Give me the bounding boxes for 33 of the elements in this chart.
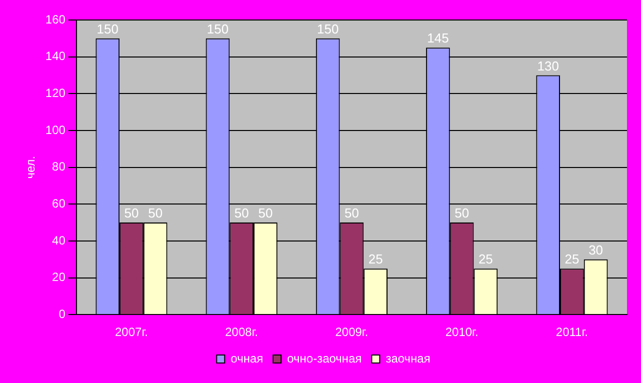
data-label: 50 bbox=[258, 206, 273, 221]
data-label: 50 bbox=[148, 206, 163, 221]
y-tick-label: 40 bbox=[52, 233, 66, 248]
data-label: 50 bbox=[234, 206, 249, 221]
y-tick-label: 140 bbox=[45, 49, 66, 64]
data-label: 30 bbox=[588, 242, 604, 258]
data-label: 25 bbox=[368, 252, 383, 267]
data-label: 50 bbox=[124, 206, 139, 221]
data-label: 50 bbox=[344, 206, 359, 221]
y-tick-label: 160 bbox=[45, 12, 66, 26]
x-tick-label: 2008г. bbox=[225, 325, 258, 340]
data-label: 150 bbox=[317, 21, 339, 36]
y-tick-label: 0 bbox=[58, 306, 66, 321]
y-tick-label: 120 bbox=[45, 86, 66, 100]
y-tick-label: 60 bbox=[52, 196, 66, 210]
data-label: 50 bbox=[454, 206, 470, 221]
data-label: 25 bbox=[564, 252, 580, 267]
x-tick-label: 2010г. bbox=[445, 325, 478, 340]
data-label: 150 bbox=[96, 21, 118, 36]
data-label: 25 bbox=[478, 252, 493, 267]
y-tick-label: 80 bbox=[52, 160, 66, 174]
data-label: 130 bbox=[537, 58, 559, 74]
legend-label: очная bbox=[230, 351, 264, 366]
y-tick-label: 20 bbox=[52, 270, 66, 284]
y-axis-title: чел. bbox=[24, 156, 38, 179]
data-label: 145 bbox=[427, 30, 449, 46]
x-tick-label: 2009г. bbox=[335, 325, 368, 340]
legend-label: заочная bbox=[386, 351, 430, 366]
legend-label: очно-заочная bbox=[287, 351, 362, 366]
x-tick-label: 2011г. bbox=[556, 325, 588, 340]
x-tick-label: 2007г. bbox=[115, 325, 148, 340]
data-label: 150 bbox=[206, 21, 229, 36]
y-tick-label: 100 bbox=[45, 122, 66, 137]
